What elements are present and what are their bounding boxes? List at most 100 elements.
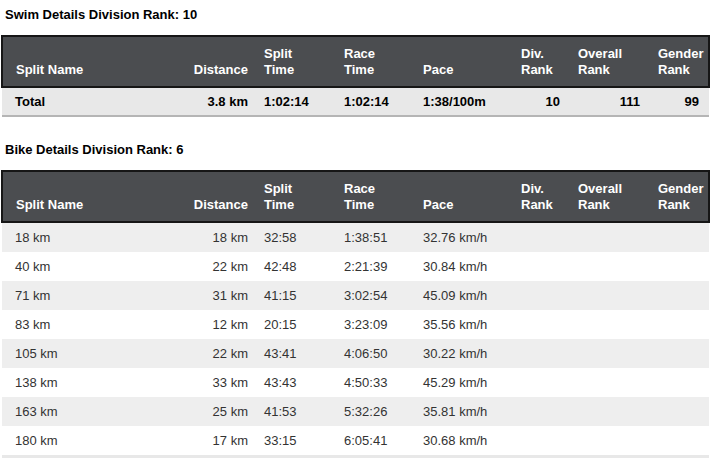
overall-rank-cell xyxy=(570,426,650,455)
distance-cell: 3.8 km xyxy=(172,87,256,116)
div-rank-cell xyxy=(513,368,570,397)
split-name-cell: Total xyxy=(2,87,172,116)
overall-rank-header: Overall Rank xyxy=(570,36,650,87)
pace-header: Pace xyxy=(415,171,513,222)
gender-rank-cell: 99 xyxy=(650,87,709,116)
distance-header: Distance xyxy=(172,36,256,87)
swim-table-body: Total3.8 km1:02:141:02:141:38/100m101119… xyxy=(2,87,709,116)
split-name-cell: 83 km xyxy=(2,310,172,339)
split-time-cell: 43:43 xyxy=(256,368,336,397)
pace-cell: 45.09 km/h xyxy=(415,281,513,310)
total-row: Total3.8 km1:02:141:02:141:38/100m101119… xyxy=(2,87,709,116)
div-rank-cell xyxy=(513,281,570,310)
pace-cell: 35.81 km/h xyxy=(415,397,513,426)
header-row: Split NameDistanceSplit TimeRace TimePac… xyxy=(2,171,709,222)
distance-cell: 25 km xyxy=(172,397,256,426)
div-rank-header: Div. Rank xyxy=(513,171,570,222)
table-row: 83 km12 km20:153:23:0935.56 km/h xyxy=(2,310,709,339)
split-name-cell: 18 km xyxy=(2,222,172,252)
gender-rank-cell xyxy=(650,252,709,281)
overall-rank-cell xyxy=(570,222,650,252)
div-rank-cell xyxy=(513,426,570,455)
pace-cell: 30.22 km/h xyxy=(415,339,513,368)
overall-rank-cell xyxy=(570,252,650,281)
split-name-header: Split Name xyxy=(2,36,172,87)
race-time-cell: 2:21:39 xyxy=(336,252,415,281)
gender-rank-cell xyxy=(650,222,709,252)
distance-cell: 22 km xyxy=(172,339,256,368)
overall-rank-header: Overall Rank xyxy=(570,171,650,222)
race-time-cell: 6:05:41 xyxy=(336,426,415,455)
gender-rank-cell xyxy=(650,368,709,397)
swim-details-table: Split NameDistanceSplit TimeRace TimePac… xyxy=(1,35,710,117)
div-rank-cell xyxy=(513,222,570,252)
distance-header: Distance xyxy=(172,171,256,222)
pace-cell: 35.56 km/h xyxy=(415,310,513,339)
split-name-header: Split Name xyxy=(2,171,172,222)
race-time-cell: 1:38:51 xyxy=(336,222,415,252)
pace-cell: 32.76 km/h xyxy=(415,222,513,252)
overall-rank-cell xyxy=(570,339,650,368)
overall-rank-cell: 111 xyxy=(570,87,650,116)
distance-cell: 22 km xyxy=(172,252,256,281)
swim-table-header: Split NameDistanceSplit TimeRace TimePac… xyxy=(2,36,709,87)
race-time-cell: 1:02:14 xyxy=(336,87,415,116)
split-time-cell: 43:41 xyxy=(256,339,336,368)
distance-cell: 18 km xyxy=(172,222,256,252)
table-row: 18 km18 km32:581:38:5132.76 km/h xyxy=(2,222,709,252)
bike-details-table: Split NameDistanceSplit TimeRace TimePac… xyxy=(1,170,710,458)
race-results-page: Swim Details Division Rank: 10 Split Nam… xyxy=(0,0,710,458)
overall-rank-cell xyxy=(570,397,650,426)
div-rank-cell xyxy=(513,397,570,426)
table-row: 71 km31 km41:153:02:5445.09 km/h xyxy=(2,281,709,310)
split-time-cell: 20:15 xyxy=(256,310,336,339)
distance-cell: 33 km xyxy=(172,368,256,397)
bike-details-title: Bike Details Division Rank: 6 xyxy=(5,143,710,157)
pace-cell: 45.29 km/h xyxy=(415,368,513,397)
gender-rank-header: Gender Rank xyxy=(650,36,709,87)
table-row: 138 km33 km43:434:50:3345.29 km/h xyxy=(2,368,709,397)
overall-rank-cell xyxy=(570,310,650,339)
gender-rank-cell xyxy=(650,426,709,455)
pace-cell: 30.68 km/h xyxy=(415,426,513,455)
bike-details-section: Bike Details Division Rank: 6 Split Name… xyxy=(1,143,710,458)
bike-table-header: Split NameDistanceSplit TimeRace TimePac… xyxy=(2,171,709,222)
div-rank-cell: 10 xyxy=(513,87,570,116)
race-time-cell: 3:02:54 xyxy=(336,281,415,310)
pace-cell: 1:38/100m xyxy=(415,87,513,116)
gender-rank-cell xyxy=(650,310,709,339)
gender-rank-header: Gender Rank xyxy=(650,171,709,222)
split-time-cell: 42:48 xyxy=(256,252,336,281)
race-time-cell: 4:50:33 xyxy=(336,368,415,397)
split-time-cell: 41:15 xyxy=(256,281,336,310)
pace-cell: 30.84 km/h xyxy=(415,252,513,281)
overall-rank-cell xyxy=(570,368,650,397)
distance-cell: 17 km xyxy=(172,426,256,455)
split-time-cell: 32:58 xyxy=(256,222,336,252)
race-time-cell: 5:32:26 xyxy=(336,397,415,426)
gender-rank-cell xyxy=(650,281,709,310)
table-row: 163 km25 km41:535:32:2635.81 km/h xyxy=(2,397,709,426)
race-time-cell: 3:23:09 xyxy=(336,310,415,339)
swim-details-section: Swim Details Division Rank: 10 Split Nam… xyxy=(1,8,710,117)
split-name-cell: 163 km xyxy=(2,397,172,426)
split-time-cell: 1:02:14 xyxy=(256,87,336,116)
split-name-cell: 105 km xyxy=(2,339,172,368)
split-name-cell: 138 km xyxy=(2,368,172,397)
div-rank-cell xyxy=(513,339,570,368)
table-row: 180 km17 km33:156:05:4130.68 km/h xyxy=(2,426,709,455)
split-time-header: Split Time xyxy=(256,36,336,87)
table-row: 105 km22 km43:414:06:5030.22 km/h xyxy=(2,339,709,368)
split-time-header: Split Time xyxy=(256,171,336,222)
gender-rank-cell xyxy=(650,397,709,426)
pace-header: Pace xyxy=(415,36,513,87)
bike-table-body: 18 km18 km32:581:38:5132.76 km/h40 km22 … xyxy=(2,222,709,458)
div-rank-header: Div. Rank xyxy=(513,36,570,87)
header-row: Split NameDistanceSplit TimeRace TimePac… xyxy=(2,36,709,87)
race-time-header: Race Time xyxy=(336,36,415,87)
overall-rank-cell xyxy=(570,281,650,310)
race-time-cell: 4:06:50 xyxy=(336,339,415,368)
distance-cell: 12 km xyxy=(172,310,256,339)
split-name-cell: 71 km xyxy=(2,281,172,310)
gender-rank-cell xyxy=(650,339,709,368)
